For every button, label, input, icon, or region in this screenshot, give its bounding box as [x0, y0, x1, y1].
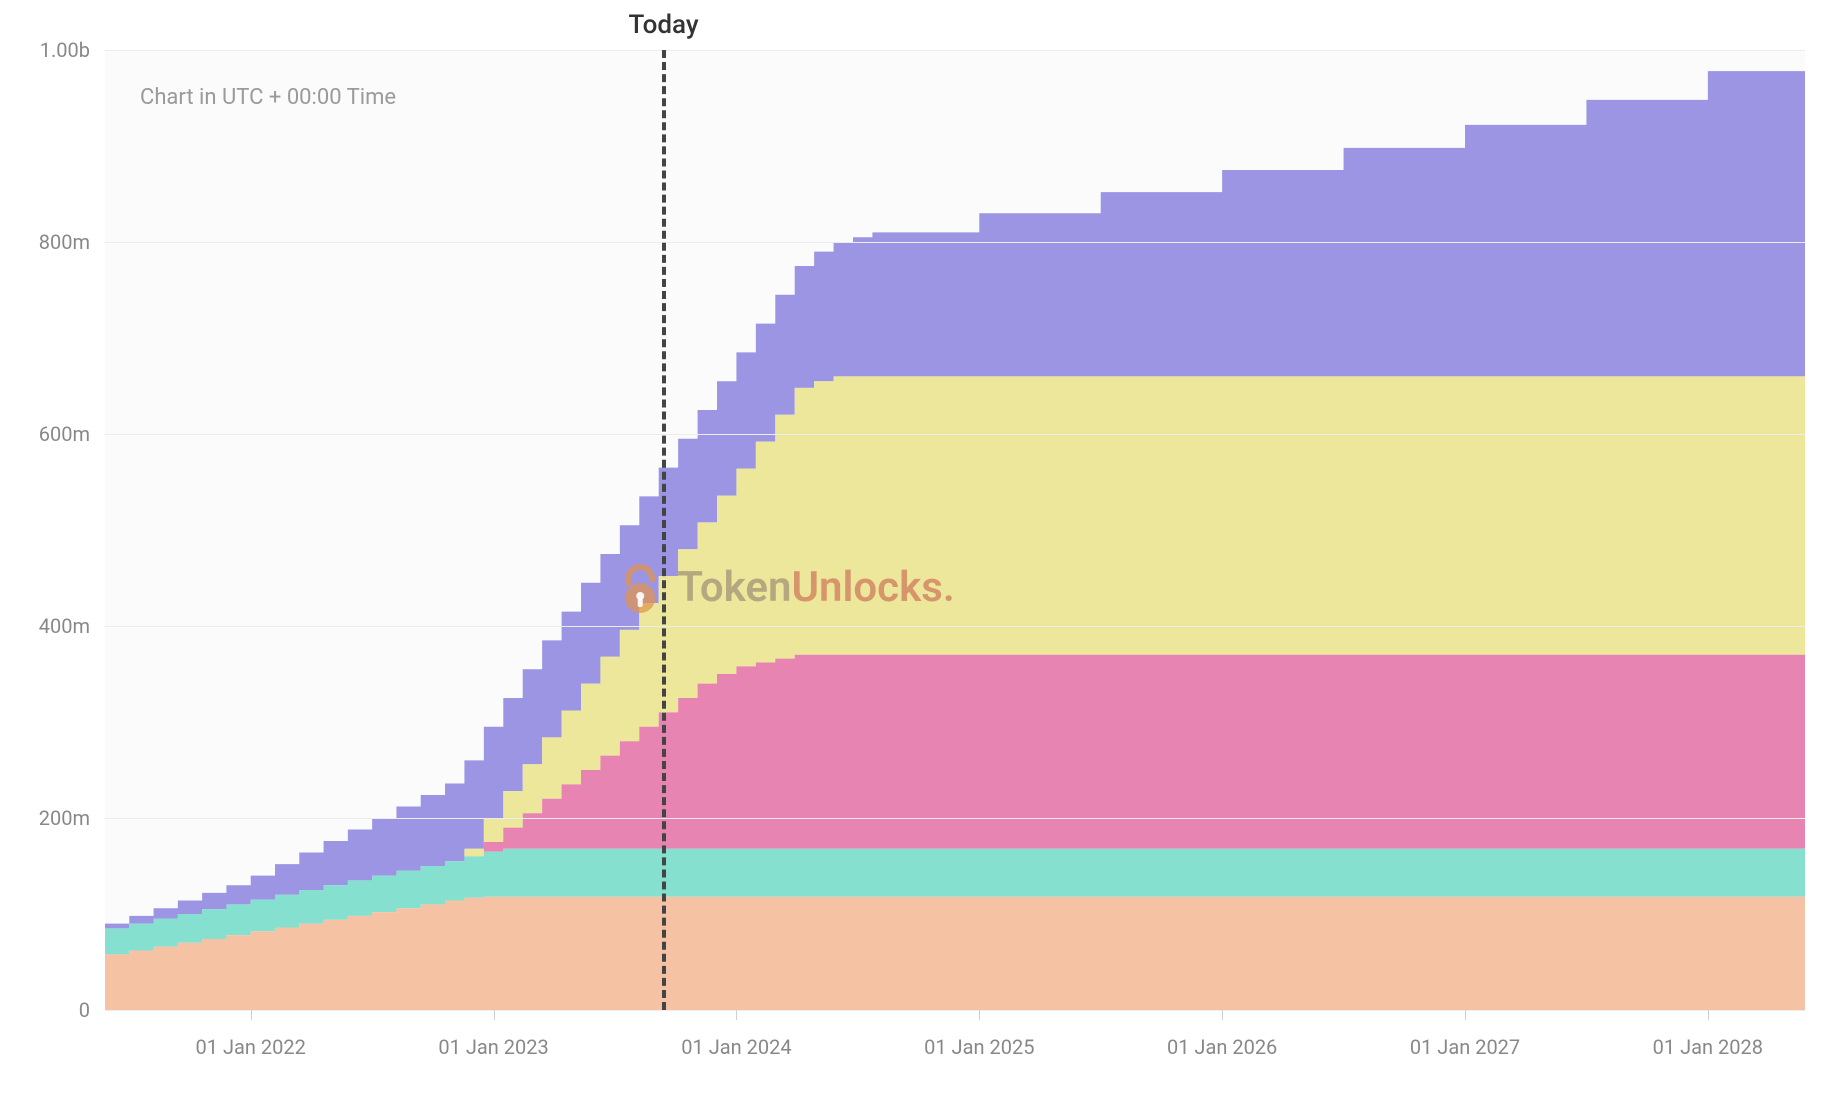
- x-axis-tick: [1708, 1010, 1709, 1020]
- x-axis-tick: [251, 1010, 252, 1020]
- y-axis-tick-label: 1.00b: [0, 38, 90, 62]
- x-axis-tick: [494, 1010, 495, 1020]
- x-axis-tick: [736, 1010, 737, 1020]
- y-axis-tick-label: 0: [0, 998, 90, 1022]
- x-axis-tick-label: 01 Jan 2025: [924, 1035, 1034, 1059]
- x-axis-tick-label: 01 Jan 2028: [1653, 1035, 1763, 1059]
- today-marker-label: Today: [629, 10, 699, 40]
- stacked-area-svg: [0, 0, 1844, 1106]
- y-axis-tick-label: 200m: [0, 806, 90, 830]
- y-axis-tick-label: 600m: [0, 422, 90, 446]
- x-axis-tick-label: 01 Jan 2022: [196, 1035, 306, 1059]
- grid-line: [105, 242, 1805, 243]
- utc-time-label: Chart in UTC + 00:00 Time: [140, 85, 396, 110]
- x-axis-tick-label: 01 Jan 2024: [681, 1035, 791, 1059]
- x-axis-tick-label: 01 Jan 2027: [1410, 1035, 1520, 1059]
- grid-line: [105, 626, 1805, 627]
- y-axis-tick-label: 800m: [0, 230, 90, 254]
- x-axis-tick-label: 01 Jan 2026: [1167, 1035, 1277, 1059]
- unlock-schedule-chart: 0 200m 400m 600m 800m 1.00b 01 Jan 2022 01 Jan…: [0, 0, 1844, 1106]
- grid-line: [105, 434, 1805, 435]
- x-axis-tick: [979, 1010, 980, 1020]
- grid-line: [105, 50, 1805, 51]
- grid-line: [105, 1010, 1805, 1011]
- grid-line: [105, 818, 1805, 819]
- x-axis-tick-label: 01 Jan 2023: [438, 1035, 548, 1059]
- x-axis-tick: [1465, 1010, 1466, 1020]
- y-axis-tick-label: 400m: [0, 614, 90, 638]
- x-axis-tick: [1222, 1010, 1223, 1020]
- today-marker-line: [662, 50, 666, 1010]
